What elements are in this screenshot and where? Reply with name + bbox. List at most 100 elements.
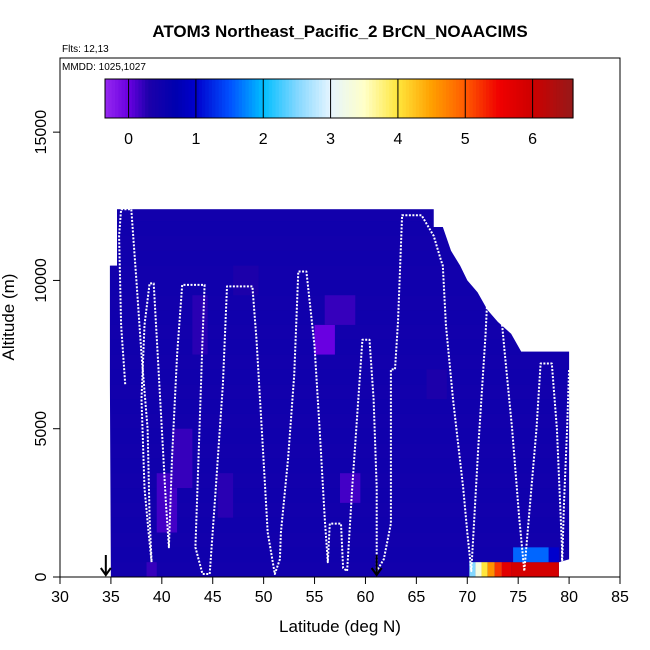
altitude-band <box>110 280 570 296</box>
colorbar-segment <box>155 79 160 118</box>
colorbar-segment <box>445 79 450 118</box>
colorbar-segment <box>345 79 350 118</box>
colorbar-segment <box>125 79 129 118</box>
x-tick-label: 80 <box>560 589 578 606</box>
colorbar-segment <box>218 79 223 118</box>
colorbar-segment <box>275 79 280 118</box>
colorbar-segment <box>158 79 163 118</box>
heatmap-cell <box>475 562 482 577</box>
colorbar-segment <box>479 79 484 118</box>
plot-frame <box>59 57 621 578</box>
colorbar-segment <box>489 79 494 118</box>
colorbar-segment <box>215 79 220 118</box>
colorbar-segment <box>422 79 427 118</box>
x-axis-label: Latitude (deg N) <box>279 617 401 636</box>
colorbar-segment <box>148 79 153 118</box>
colorbar-segment <box>248 79 253 118</box>
colorbar-tick-label: 0 <box>124 131 133 148</box>
colorbar-segment <box>429 79 434 118</box>
altitude-band <box>110 413 570 429</box>
altitude-band <box>110 339 570 355</box>
colorbar-segment <box>405 79 410 118</box>
colorbar-segment <box>362 79 367 118</box>
altitude-band <box>110 369 570 385</box>
colorbar-segment <box>292 79 297 118</box>
heatmap-cell <box>481 562 488 577</box>
heatmap-cell <box>494 562 502 577</box>
colorbar-tick-label: 4 <box>393 131 402 148</box>
altitude-band <box>110 532 570 548</box>
flight-track-line <box>118 208 571 575</box>
colorbar-segment <box>198 79 203 118</box>
y-tick-label: 15000 <box>33 110 50 155</box>
colorbar-segment <box>195 79 200 118</box>
colorbar-segment <box>509 79 514 118</box>
y-tick-label: 10000 <box>33 258 50 303</box>
colorbar-segment <box>409 79 414 118</box>
colorbar-segment <box>178 79 183 118</box>
heatmap-cell <box>501 562 512 577</box>
colorbar-segment <box>115 79 119 118</box>
heatmap-cell <box>233 265 259 296</box>
colorbar-segment <box>412 79 417 118</box>
x-tick-label: 55 <box>306 589 324 606</box>
colorbar-segment <box>456 79 460 118</box>
colorbar-tick-label: 3 <box>326 131 335 148</box>
colorbar-segment <box>222 79 226 118</box>
colorbar: 0 1 2 3 4 5 6 <box>104 78 574 148</box>
colorbar-segment <box>392 79 397 118</box>
colorbar-segment <box>111 79 116 118</box>
colorbar-segment <box>352 79 357 118</box>
colorbar-segment <box>305 79 310 118</box>
colorbar-segment <box>295 79 300 118</box>
colorbar-segment <box>402 79 407 118</box>
colorbar-segment <box>439 79 444 118</box>
colorbar-segment <box>138 79 143 118</box>
colorbar-segment <box>205 79 210 118</box>
colorbar-segment <box>225 79 230 118</box>
colorbar-segment <box>171 79 176 118</box>
colorbar-segment <box>435 79 440 118</box>
colorbar-segment <box>242 79 246 118</box>
colorbar-segment <box>175 79 180 118</box>
colorbar-segment <box>459 79 464 118</box>
colorbar-segment <box>332 79 337 118</box>
altitude-band <box>110 384 570 400</box>
heatmap-cell <box>172 428 193 489</box>
arrow-markers <box>100 555 383 577</box>
colorbar-segment <box>519 79 524 118</box>
x-tick-label: 60 <box>357 589 375 606</box>
colorbar-segment <box>268 79 273 118</box>
altitude-band <box>110 221 570 236</box>
colorbar-segment <box>539 79 544 118</box>
colorbar-segment <box>211 79 216 118</box>
colorbar-segment <box>238 79 243 118</box>
x-tick-label: 85 <box>611 589 629 606</box>
colorbar-segment <box>522 79 527 118</box>
colorbar-frame <box>104 78 574 119</box>
colorbar-segment <box>502 79 507 118</box>
colorbar-segment <box>265 79 270 118</box>
altitude-band <box>110 265 570 281</box>
colorbar-segment <box>315 79 320 118</box>
heatmap-cell <box>548 547 559 563</box>
down-arrow-icon <box>370 555 383 577</box>
colorbar-segment <box>375 79 380 118</box>
colorbar-segment <box>506 79 511 118</box>
colorbar-segment <box>469 79 474 118</box>
colorbar-segment <box>415 79 420 118</box>
y-tick-label: 5000 <box>33 411 50 447</box>
colorbar-segment <box>472 79 477 118</box>
dates-label: MMDD: 1025,1027 <box>62 62 146 73</box>
altitude-band <box>110 502 570 518</box>
colorbar-segment <box>476 79 480 118</box>
colorbar-segment <box>339 79 343 118</box>
colorbar-segment <box>325 79 330 118</box>
colorbar-segment <box>318 79 323 118</box>
x-tick-label: 75 <box>509 589 527 606</box>
heatmap-cell <box>340 473 361 503</box>
x-tick-label: 45 <box>204 589 222 606</box>
colorbar-segment <box>536 79 541 118</box>
colorbar-segment <box>288 79 293 118</box>
